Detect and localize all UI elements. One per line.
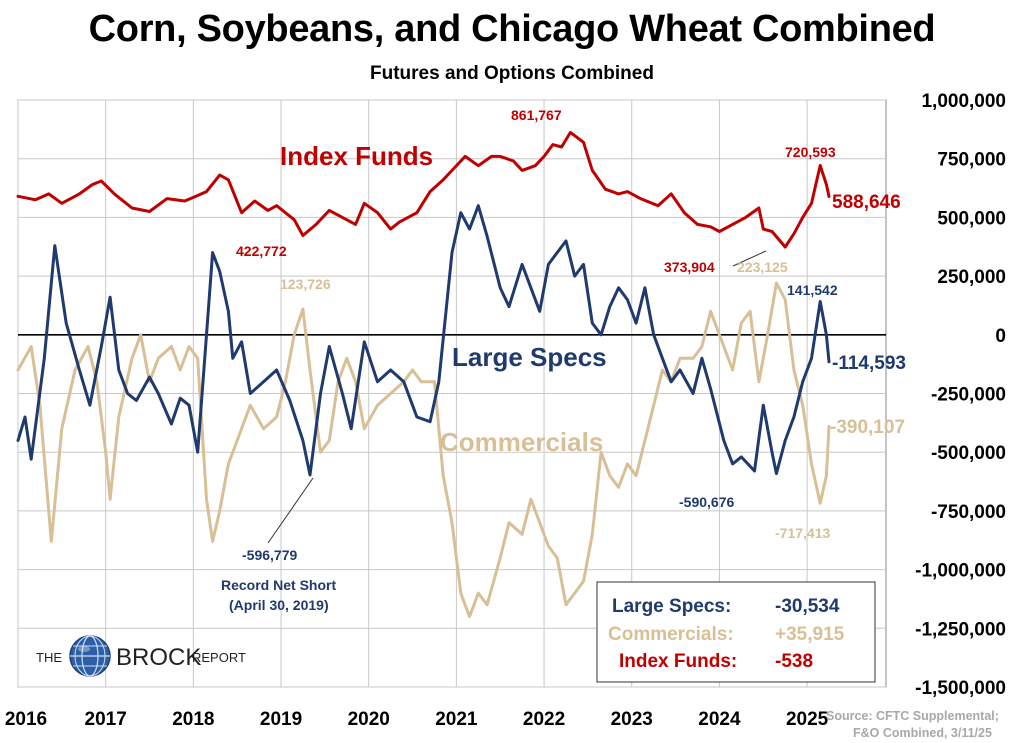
source-line-1: Source: CFTC Supplemental; (826, 709, 999, 723)
box-index-value: -538 (775, 651, 813, 672)
series-line-comm (16, 281, 831, 619)
series-line-large (16, 204, 831, 477)
pointer-index-low-2024 (732, 250, 767, 267)
logo-brock: BROCK (116, 644, 201, 671)
label-large-last: -114,593 (832, 353, 906, 374)
label-index-last: 588,646 (832, 192, 901, 213)
globe-icon (69, 635, 111, 677)
label-index-low-2019: 422,772 (236, 243, 287, 259)
label-comm-last: -390,107 (830, 417, 905, 438)
series-line-index (16, 130, 831, 249)
chart-subtitle: Futures and Options Combined (370, 63, 654, 84)
record-note-line1: Record Net Short (221, 577, 336, 593)
x-tick-label: 2018 (172, 709, 214, 730)
y-tick-label: -750,000 (931, 502, 1006, 523)
label-index-high: 861,767 (511, 107, 562, 123)
y-axis-ticks: 1,000,000 750,000 500,000 250,000 0 -250,000 -… (915, 91, 1006, 699)
y-tick-label: 250,000 (937, 267, 1006, 288)
y-tick-label: 750,000 (937, 150, 1006, 171)
label-index-low-2024: 373,904 (664, 259, 715, 275)
label-large-low-2019: -596,779 (242, 547, 297, 563)
label-comm-peak-2024: 223,125 (737, 259, 788, 275)
x-tick-label: 2022 (523, 709, 565, 730)
label-comm-peak-2019: 123,726 (280, 276, 331, 292)
series-layer (16, 130, 831, 619)
x-tick-label: 2023 (611, 709, 653, 730)
source-line-2: F&O Combined, 3/11/25 (853, 726, 992, 740)
logo-report: REPORT (192, 650, 246, 665)
x-tick-label: 2024 (698, 709, 741, 730)
label-index-peak-2025: 720,593 (785, 144, 836, 160)
box-index-label: Index Funds: (619, 651, 737, 672)
y-tick-label: -500,000 (931, 443, 1006, 464)
box-comm-label: Commercials: (608, 624, 734, 645)
brock-report-logo: THE BROCK REPORT (36, 635, 246, 677)
box-large-label: Large Specs: (612, 596, 731, 617)
x-tick-label: 2021 (435, 709, 478, 730)
y-tick-label: -1,500,000 (915, 678, 1006, 699)
y-tick-label: -1,250,000 (915, 619, 1006, 640)
weekly-change-box: Large Specs: -30,534 Commercials: +35,91… (596, 581, 876, 683)
y-tick-label: -1,000,000 (915, 561, 1006, 582)
label-large-peak-2025: 141,542 (787, 282, 838, 298)
series-label-comm: Commercials (440, 427, 603, 457)
x-tick-label: 2025 (786, 709, 829, 730)
label-comm-low-2025: -717,413 (775, 525, 830, 541)
y-tick-label: 1,000,000 (921, 91, 1006, 112)
series-label-index: Index Funds (280, 141, 433, 171)
box-comm-value: +35,915 (775, 624, 845, 645)
x-tick-label: 2017 (85, 709, 127, 730)
x-tick-label: 2019 (260, 709, 302, 730)
box-large-value: -30,534 (775, 596, 840, 617)
record-note-line2: (April 30, 2019) (229, 597, 329, 613)
x-tick-label: 2016 (5, 709, 47, 730)
y-tick-label: 0 (995, 326, 1006, 347)
label-large-low-2024: -590,676 (679, 494, 734, 510)
series-label-large: Large Specs (452, 342, 607, 372)
chart-title: Corn, Soybeans, and Chicago Wheat Combin… (88, 8, 936, 50)
y-tick-label: -250,000 (931, 385, 1006, 406)
x-tick-label: 2020 (348, 709, 390, 730)
pointer-record-net-short (267, 477, 314, 544)
y-tick-label: 500,000 (937, 208, 1006, 229)
logo-the: THE (36, 650, 62, 665)
x-axis-ticks: 2016 2017 2018 2019 2020 2021 2022 2023 2024 2025 (5, 709, 829, 730)
